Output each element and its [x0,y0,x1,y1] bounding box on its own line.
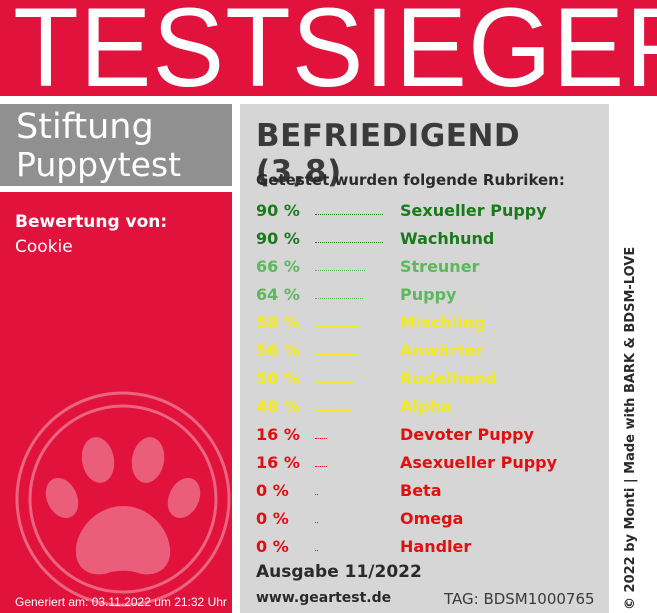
category-percent: 64 % [256,285,300,304]
category-row: 64 % Puppy [256,283,606,311]
category-name: Mischling [400,313,486,332]
category-name: Streuner [400,257,480,276]
category-name: Asexueller Puppy [400,453,558,472]
category-row: 0 % Beta [256,479,606,507]
category-name: Beta [400,481,442,500]
category-row: 0 % Omega [256,507,606,535]
category-row: 48 % Alpha [256,395,606,423]
left-panel: Stiftung Puppytest Bewertung von: Cookie… [0,104,232,613]
category-row: 90 % Sexueller Puppy [256,199,606,227]
header-banner: TESTSIEGER [0,0,657,96]
paw-icon [15,391,231,607]
category-percent: 0 % [256,509,289,528]
category-row: 50 % Rudelhund [256,367,606,395]
category-percent: 16 % [256,453,300,472]
category-score-bar [315,326,359,327]
category-percent: 90 % [256,201,300,220]
category-row: 16 % Devoter Puppy [256,423,606,451]
category-row: 56 % Anwärter [256,339,606,367]
category-name: Sexueller Puppy [400,201,547,220]
category-score-bar [315,298,363,299]
credit-line: © 2022 by Monti | Made with BARK & BDSM-… [623,246,638,610]
generated-timestamp: Generiert am: 03.11.2022 um 21:32 Uhr [15,595,227,609]
website-link[interactable]: www.geartest.de [256,590,392,606]
category-percent: 58 % [256,313,300,332]
category-name: Rudelhund [400,369,498,388]
category-name: Handler [400,537,472,556]
category-name: Devoter Puppy [400,425,534,444]
category-percent: 90 % [256,229,300,248]
category-row: 0 % Handler [256,535,606,563]
header-title: TESTSIEGER [13,0,657,96]
category-percent: 48 % [256,397,300,416]
category-list: 90 % Sexueller Puppy 90 % Wachhund 66 % Streu… [256,199,606,563]
category-percent: 16 % [256,425,300,444]
brand-name-line2: Puppytest [16,145,182,184]
category-score-bar [315,354,357,355]
category-score-bar [315,438,327,439]
category-score-bar [315,522,318,523]
category-score-bar [315,242,383,243]
category-percent: 0 % [256,537,289,556]
category-score-bar [315,494,318,495]
category-score-bar [315,270,365,271]
category-name: Alpha [400,397,452,416]
category-name: Anwärter [400,341,484,360]
categories-title: Getestet wurden folgende Rubriken: [256,171,565,189]
issue-label: Ausgabe 11/2022 [256,562,422,582]
category-percent: 56 % [256,341,300,360]
category-row: 90 % Wachhund [256,227,606,255]
category-row: 58 % Mischling [256,311,606,339]
category-score-bar [315,214,383,215]
category-row: 66 % Streuner [256,255,606,283]
category-name: Wachhund [400,229,495,248]
category-score-bar [315,466,327,467]
category-name: Omega [400,509,464,528]
results-panel: BEFRIEDIGEND (3,8) Getestet wurden folge… [240,104,609,613]
overall-grade: BEFRIEDIGEND (3,8) [256,118,521,190]
category-row: 16 % Asexueller Puppy [256,451,606,479]
category-percent: 66 % [256,257,300,276]
category-score-bar [315,410,351,411]
brand-box: Stiftung Puppytest [0,104,232,192]
category-percent: 50 % [256,369,300,388]
category-score-bar [315,382,353,383]
category-percent: 0 % [256,481,289,500]
divider [0,96,657,104]
brand-name-line1: Stiftung [16,107,154,147]
rating-by-value: Cookie [15,237,73,257]
rating-by-label: Bewertung von: [15,212,168,232]
category-score-bar [315,550,318,551]
category-name: Puppy [400,285,457,304]
tag-id: TAG: BDSM1000765 [444,590,595,608]
